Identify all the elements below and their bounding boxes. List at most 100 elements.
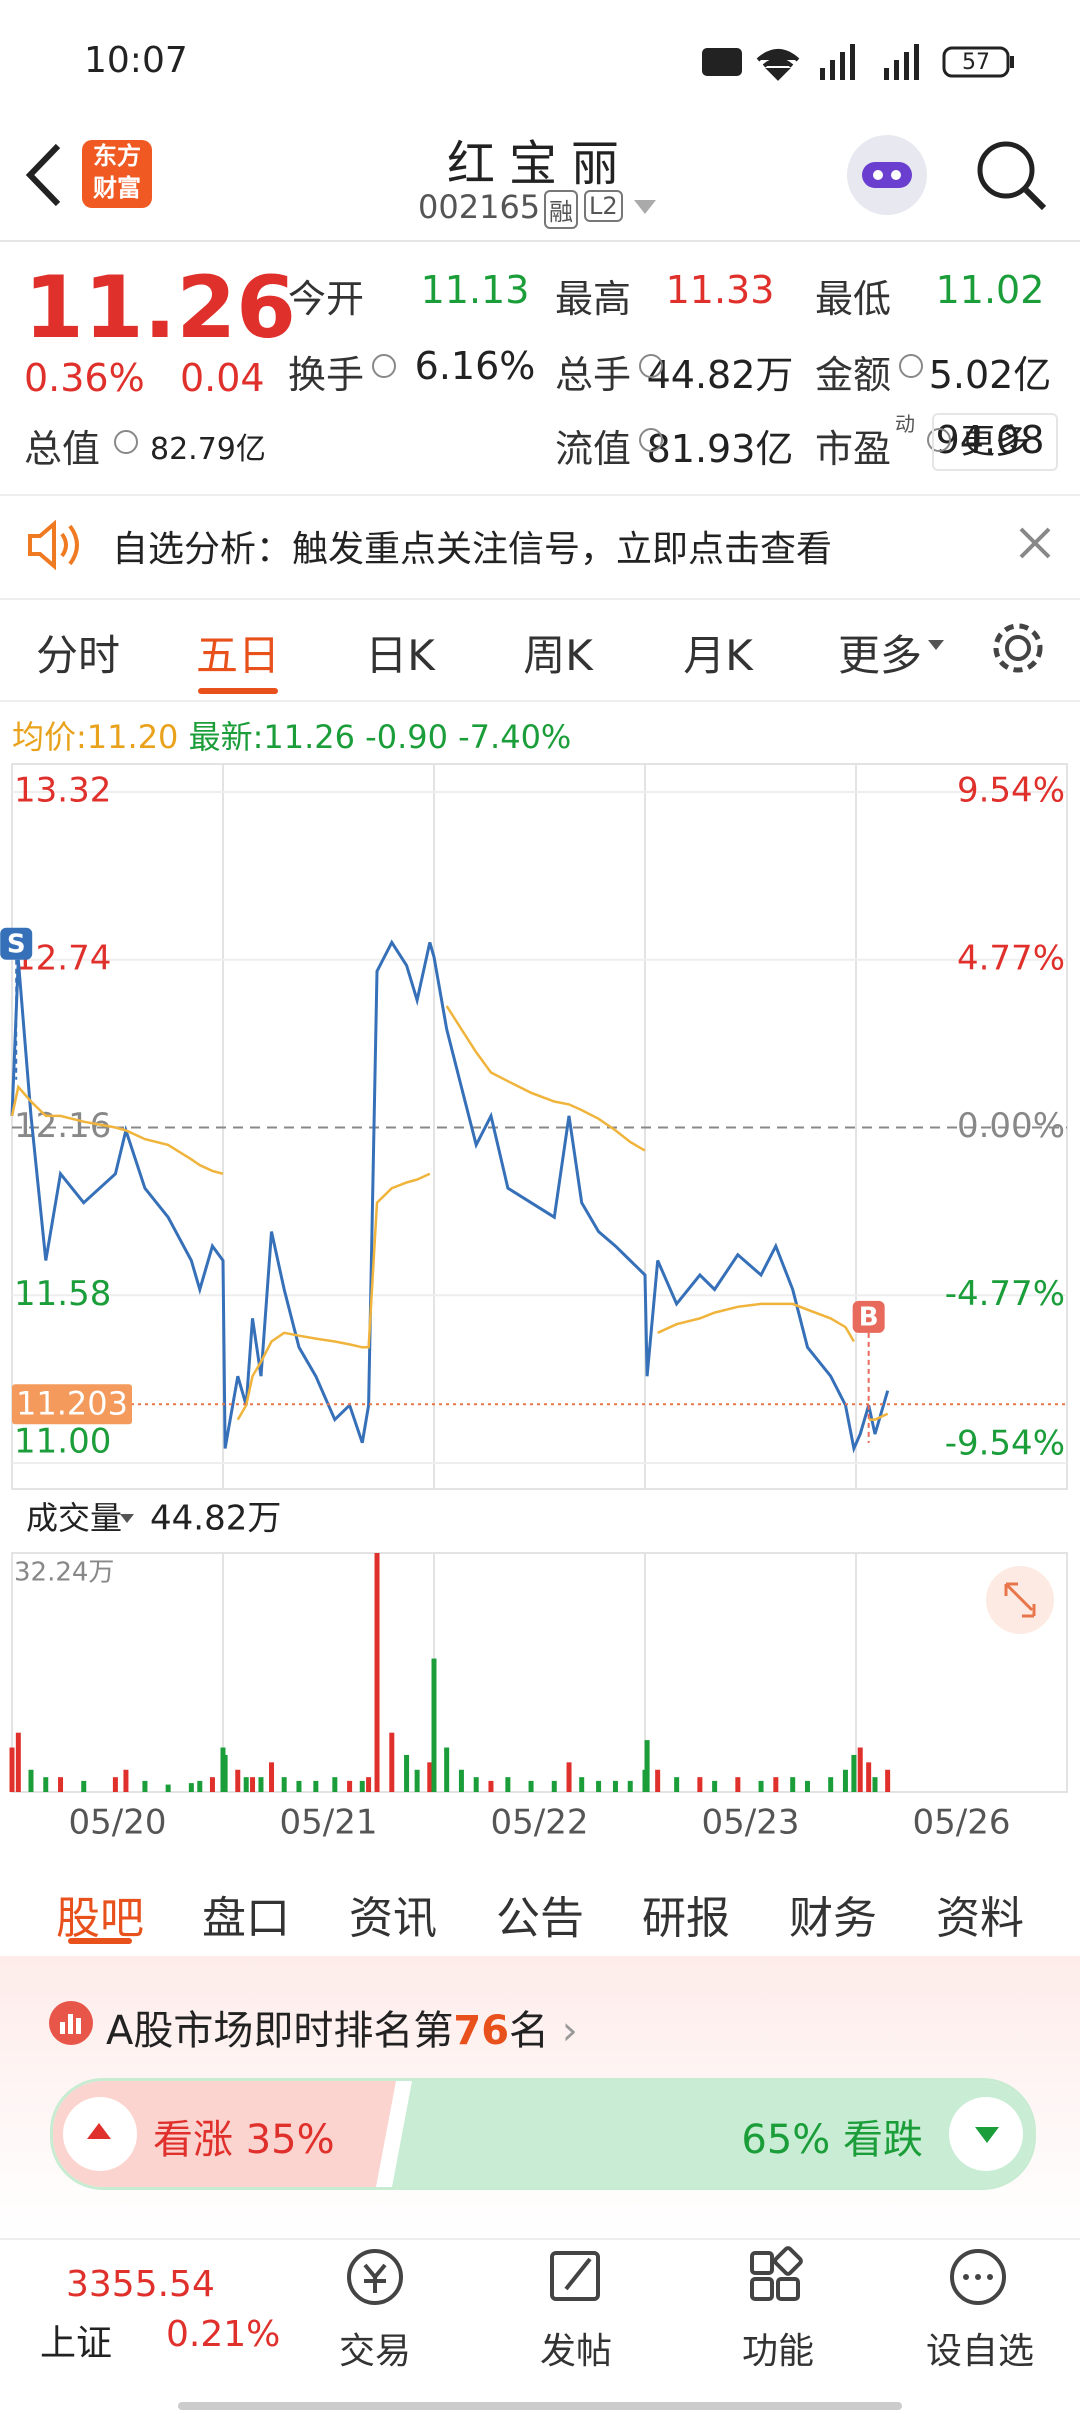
current-tag — [12, 1384, 132, 1425]
volume-bar — [431, 1658, 437, 1792]
marker — [0, 927, 33, 960]
volume-bar — [473, 1777, 479, 1792]
volume-bar — [674, 1777, 680, 1792]
chart-tab[interactable]: 分时 — [35, 631, 121, 680]
chart: 13.3212.7411.5811.009.54%4.77%0.00%-4.77… — [0, 763, 1068, 1843]
volume-bar — [43, 1777, 49, 1792]
volume-bar — [655, 1769, 661, 1792]
info-icon — [372, 354, 396, 378]
field-label: 最低 — [815, 277, 892, 321]
volume-bar — [866, 1762, 872, 1792]
field-label: 流值 — [555, 427, 632, 471]
badge: 融 — [544, 190, 578, 229]
sentiment-bar[interactable]: 看涨 35% 65% 看跌 — [50, 2078, 1036, 2190]
expand-icon — [1004, 1582, 1036, 1618]
chart-legend: 均价:11.20 最新:11.26 -0.90 -7.40% — [12, 712, 571, 758]
chart-tab[interactable]: 五日 — [195, 631, 281, 680]
field-label: 总值 — [24, 427, 101, 471]
chart-tab[interactable]: 日K — [365, 631, 435, 680]
section-tab[interactable]: 公告 — [496, 1893, 584, 1944]
marker-label: B — [859, 1302, 879, 1332]
field-value: 81.93亿 — [646, 427, 794, 471]
field-label: 总手 — [555, 353, 632, 397]
index-pct: 0.21% — [166, 2314, 281, 2355]
info-icon — [899, 354, 923, 378]
volume-bar — [209, 1777, 215, 1792]
x-tick-label: 05/23 — [702, 1803, 800, 1843]
section-tab[interactable]: 研报 — [642, 1893, 730, 1944]
volume-bar — [404, 1754, 410, 1792]
y2-tick-label: -9.54% — [945, 1424, 1065, 1464]
change: 0.04 — [180, 356, 265, 400]
volume-bar — [596, 1780, 602, 1792]
index-value[interactable]: 3355.54 — [66, 2264, 215, 2305]
close[interactable] — [1018, 526, 1052, 560]
avg-value: 11.20 — [86, 718, 179, 756]
rank-icon — [49, 2001, 93, 2045]
ranking-prefix: A股市场即时排名第 — [106, 2008, 454, 2054]
volume-bar — [627, 1780, 633, 1792]
volume-bar — [222, 1754, 228, 1792]
bear-label: 65% 看跌 — [741, 2117, 923, 2163]
latest-label: 最新: — [188, 718, 264, 756]
volume-bar — [505, 1777, 511, 1792]
notice-bar[interactable] — [0, 494, 1080, 600]
gesture-bar — [178, 2402, 902, 2410]
volume-bar — [712, 1780, 718, 1792]
chart-tab[interactable]: 周K — [523, 631, 593, 680]
assistant[interactable] — [842, 130, 932, 220]
nav-item[interactable]: 发帖 — [539, 2331, 613, 2372]
section-tab[interactable]: 财务 — [789, 1893, 877, 1944]
search[interactable] — [974, 138, 1050, 214]
volume-bar — [15, 1732, 21, 1792]
current-label: 11.203 — [16, 1384, 128, 1422]
speaker — [28, 520, 79, 570]
bear-segment[interactable] — [392, 2081, 1033, 2187]
y2-tick-label: 0.00% — [957, 1106, 1065, 1146]
dropdown[interactable] — [632, 198, 658, 218]
price: 11.26 — [24, 258, 297, 358]
volume-bar — [112, 1777, 118, 1792]
nav-item[interactable]: 设自选 — [925, 2331, 1035, 2372]
nav-item[interactable]: 交易 — [338, 2331, 412, 2372]
volume-bar — [458, 1769, 464, 1792]
logo-text: 东方 — [93, 142, 141, 170]
logo[interactable]: 东方 财富 — [82, 140, 152, 208]
chart-tab[interactable]: 更多 — [837, 631, 923, 680]
section-tab[interactable]: 盘口 — [202, 1893, 290, 1944]
field-value: 5.02亿 — [928, 353, 1052, 397]
volume-bar — [566, 1762, 572, 1792]
volume-bar — [243, 1777, 249, 1792]
info-icon — [927, 428, 951, 452]
battery: 57 — [962, 50, 990, 75]
volume-bar — [332, 1777, 338, 1792]
volume-total: 44.82万 — [150, 1499, 281, 1539]
volume-bar — [488, 1780, 494, 1792]
bull-label: 看涨 35% — [153, 2117, 335, 2163]
section-tab[interactable]: 股吧 — [56, 1893, 144, 1944]
bear-arrow — [975, 2127, 999, 2143]
volume-bar — [389, 1732, 395, 1792]
volume-tick-label: 32.24万 — [14, 1558, 114, 1588]
back[interactable] — [20, 140, 70, 210]
volume-bar — [790, 1777, 796, 1792]
volume-bar — [58, 1777, 64, 1792]
ranking[interactable]: A股市场即时排名第76名 › — [106, 2008, 578, 2054]
section-tab[interactable]: 资料 — [936, 1893, 1024, 1944]
logo-text: 财富 — [93, 174, 141, 202]
field-label: 换手 — [288, 353, 365, 397]
settings[interactable] — [990, 620, 1046, 676]
chart-tab[interactable]: 月K — [683, 631, 753, 680]
x-tick-label: 05/22 — [491, 1803, 589, 1843]
volume-bar — [347, 1780, 353, 1792]
divider — [0, 700, 1080, 702]
stock-code: 002165 — [418, 188, 541, 226]
volume-bar — [28, 1769, 34, 1792]
volume-label: 成交量 — [26, 1499, 122, 1537]
nav-item[interactable]: 功能 — [741, 2331, 815, 2372]
section-tab[interactable]: 资讯 — [349, 1893, 437, 1944]
more-button[interactable]: 更多 — [932, 413, 1058, 471]
field-value: 11.33 — [665, 268, 775, 312]
status-icons — [702, 44, 1014, 81]
volume-bar — [188, 1783, 194, 1792]
